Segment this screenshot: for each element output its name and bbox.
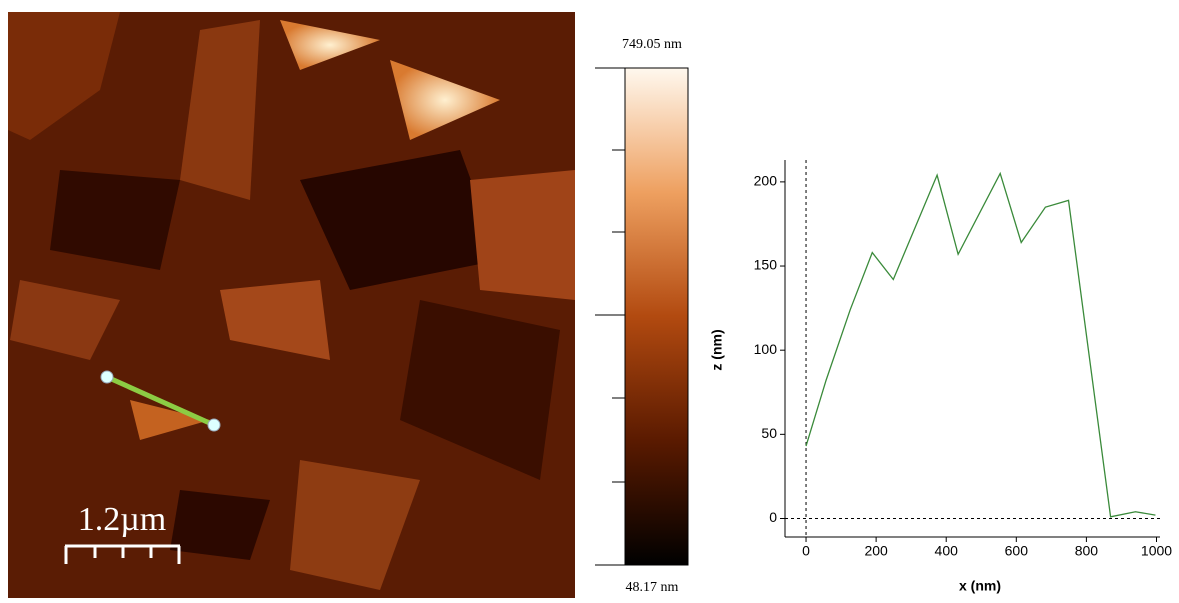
scale-bar-label: 1.2µm <box>78 501 167 538</box>
x-tick-label: 200 <box>864 543 888 559</box>
x-axis-label: x (nm) <box>959 578 1001 594</box>
profile-chart: x (nm) z (nm) 0 200 400 600 800 1000 0 50 100 150… <box>709 160 1173 594</box>
y-tick-label: 100 <box>754 341 778 357</box>
colorbar: 749.05 nm 48.17 nm <box>595 37 688 595</box>
y-tick-label: 200 <box>754 173 778 189</box>
colorbar-max: 749.05 nm <box>622 37 682 52</box>
x-tick-label: 800 <box>1075 543 1099 559</box>
x-tick-label: 1000 <box>1141 543 1172 559</box>
afm-image: 1.2µm <box>8 12 575 598</box>
y-tick-label: 150 <box>754 257 778 273</box>
page: 1.2µm 749.05 nm 48.17 nm x (nm) z (nm) 0… <box>0 0 1179 598</box>
x-tick-label: 0 <box>802 543 810 559</box>
y-axis-label: z (nm) <box>709 329 725 370</box>
colorbar-min: 48.17 nm <box>626 580 679 595</box>
profile-line <box>806 173 1155 516</box>
y-tick-label: 0 <box>769 509 777 525</box>
y-tick-label: 50 <box>761 425 777 441</box>
x-tick-label: 600 <box>1005 543 1029 559</box>
x-tick-label: 400 <box>935 543 959 559</box>
